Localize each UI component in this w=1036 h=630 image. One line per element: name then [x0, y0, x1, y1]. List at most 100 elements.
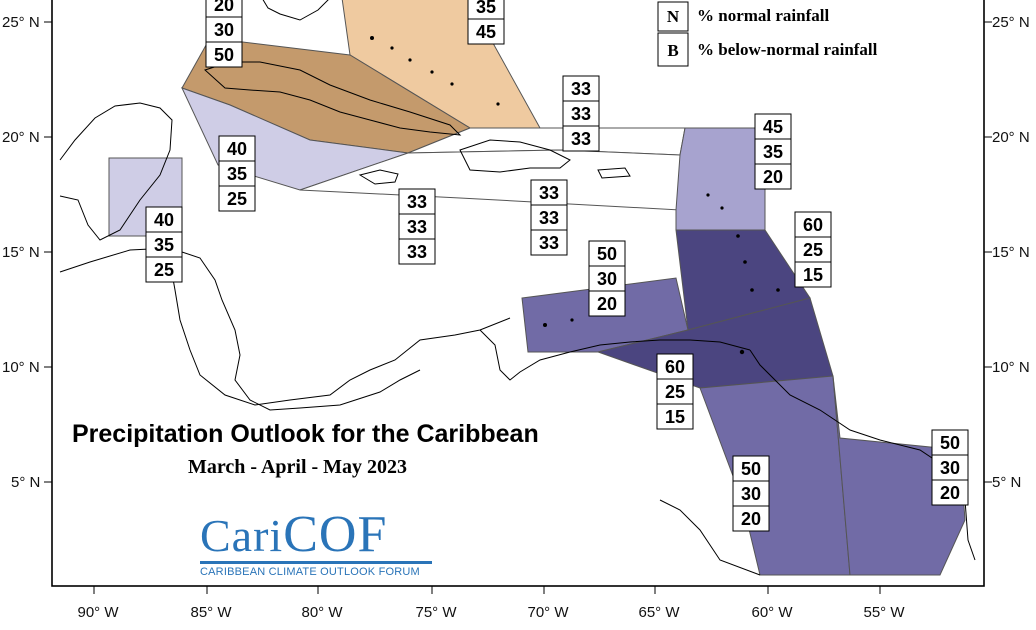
coast-yucatan [59, 102, 173, 241]
prob-box-suriname-fr-guiana: 50 30 20 [931, 429, 969, 506]
lon-label: 60° W [751, 604, 793, 621]
legend-key-box-n [657, 1, 689, 32]
prob-value: 25 [154, 260, 174, 280]
lat-label-left: 20° N [2, 129, 40, 146]
lat-label-right: 25° N [992, 14, 1030, 31]
prob-value: 20 [741, 509, 761, 529]
prob-value: 20 [763, 167, 783, 187]
logo-wordmark-part1: Cari [200, 510, 284, 561]
prob-value: 30 [940, 458, 960, 478]
lon-label: 75° W [415, 604, 457, 621]
island [750, 288, 754, 292]
island [390, 46, 394, 50]
prob-box-abc-islands: 50 30 20 [588, 240, 626, 317]
legend: N % normal rainfall B % below-normal rai… [657, 1, 878, 67]
lat-label-left: 10° N [2, 359, 40, 376]
lat-label-right: 5° N [992, 474, 1021, 491]
island [706, 193, 710, 197]
prob-value: 35 [227, 164, 247, 184]
lon-label: 55° W [863, 604, 905, 621]
coast-cuba [204, 61, 462, 136]
prob-value: 33 [571, 79, 591, 99]
legend-key-n: N [667, 7, 680, 26]
island [720, 206, 724, 210]
island [570, 318, 574, 322]
logo-wordmark-part2: COF [283, 506, 388, 563]
island [370, 36, 374, 40]
prob-value: 33 [539, 183, 559, 203]
prob-value: 50 [597, 244, 617, 264]
coast-puerto-rico [597, 167, 631, 179]
island [736, 234, 740, 238]
prob-value: 15 [665, 407, 685, 427]
prob-value: 15 [803, 265, 823, 285]
logo-tagline: CARIBBEAN CLIMATE OUTLOOK FORUM [200, 566, 420, 578]
prob-value: 33 [539, 208, 559, 228]
prob-value: 50 [940, 433, 960, 453]
prob-value: 33 [539, 233, 559, 253]
island [430, 70, 434, 74]
latitude-labels: 25° N 20° N 15° N 10° N 5° N 25° N 20° N… [2, 14, 1030, 491]
prob-value: 50 [214, 45, 234, 65]
coast-florida [262, 0, 329, 21]
coast-colombia-venezuela [479, 329, 751, 381]
island [743, 260, 747, 264]
lat-label-left: 15° N [2, 244, 40, 261]
coast-sa-interior-south [659, 499, 761, 576]
lat-label-right: 10° N [992, 359, 1030, 376]
lon-label: 65° W [638, 604, 680, 621]
prob-box-guyana: 50 30 20 [732, 455, 770, 532]
prob-value: 25 [665, 382, 685, 402]
lon-label: 70° W [527, 604, 569, 621]
prob-value: 40 [154, 210, 174, 230]
region-suriname-fr-guiana [832, 375, 966, 576]
prob-value: 35 [476, 0, 496, 17]
lat-label-right: 20° N [992, 129, 1030, 146]
legend-text-normal: % normal rainfall [697, 6, 829, 25]
coastlines [59, 0, 976, 576]
prob-value: 20 [940, 483, 960, 503]
prob-box-turks-caicos: 33 33 33 [562, 75, 600, 152]
island [543, 323, 547, 327]
prob-value: 33 [407, 242, 427, 262]
prob-box-belize: 40 35 25 [145, 206, 183, 283]
island [496, 102, 500, 106]
island [450, 82, 454, 86]
prob-box-hispaniola-pr: 33 33 33 [530, 179, 568, 256]
prob-value: 30 [741, 484, 761, 504]
legend-key-b: B [667, 41, 678, 60]
lat-label-left: 25° N [2, 14, 40, 31]
outlook-regions [108, 0, 966, 576]
prob-value: 60 [803, 215, 823, 235]
map-subtitle: March - April - May 2023 [188, 456, 408, 478]
legend-key-box-b [657, 32, 689, 67]
prob-value: 60 [665, 357, 685, 377]
region-leeward-islands [675, 127, 766, 231]
probability-boxes: 35 45 20 30 50 40 35 25 40 35 25 [145, 0, 969, 532]
lat-label-right: 15° N [992, 244, 1030, 261]
prob-value: 20 [214, 0, 234, 15]
prob-value: 33 [571, 104, 591, 124]
prob-box-leeward-islands: 45 35 20 [754, 113, 792, 190]
coast-guianas [749, 349, 976, 561]
island [408, 58, 412, 62]
prob-value: 35 [154, 235, 174, 255]
lon-label: 80° W [301, 604, 343, 621]
prob-value: 40 [227, 139, 247, 159]
prob-value: 50 [741, 459, 761, 479]
island [739, 349, 745, 355]
map-title: Precipitation Outlook for the Caribbean [72, 420, 539, 448]
legend-text-below-normal: % below-normal rainfall [697, 40, 878, 59]
prob-value: 45 [763, 117, 783, 137]
prob-box-trinidad: 60 25 15 [656, 353, 694, 430]
small-islands [370, 36, 780, 355]
prob-value: 25 [227, 189, 247, 209]
logo-rule [200, 561, 432, 564]
prob-value: 33 [407, 217, 427, 237]
coast-hispaniola [459, 139, 571, 173]
prob-value: 30 [214, 20, 234, 40]
prob-value: 30 [597, 269, 617, 289]
coast-central-america-caribbean [159, 249, 511, 406]
prob-box-cuba: 20 30 50 [205, 0, 243, 68]
